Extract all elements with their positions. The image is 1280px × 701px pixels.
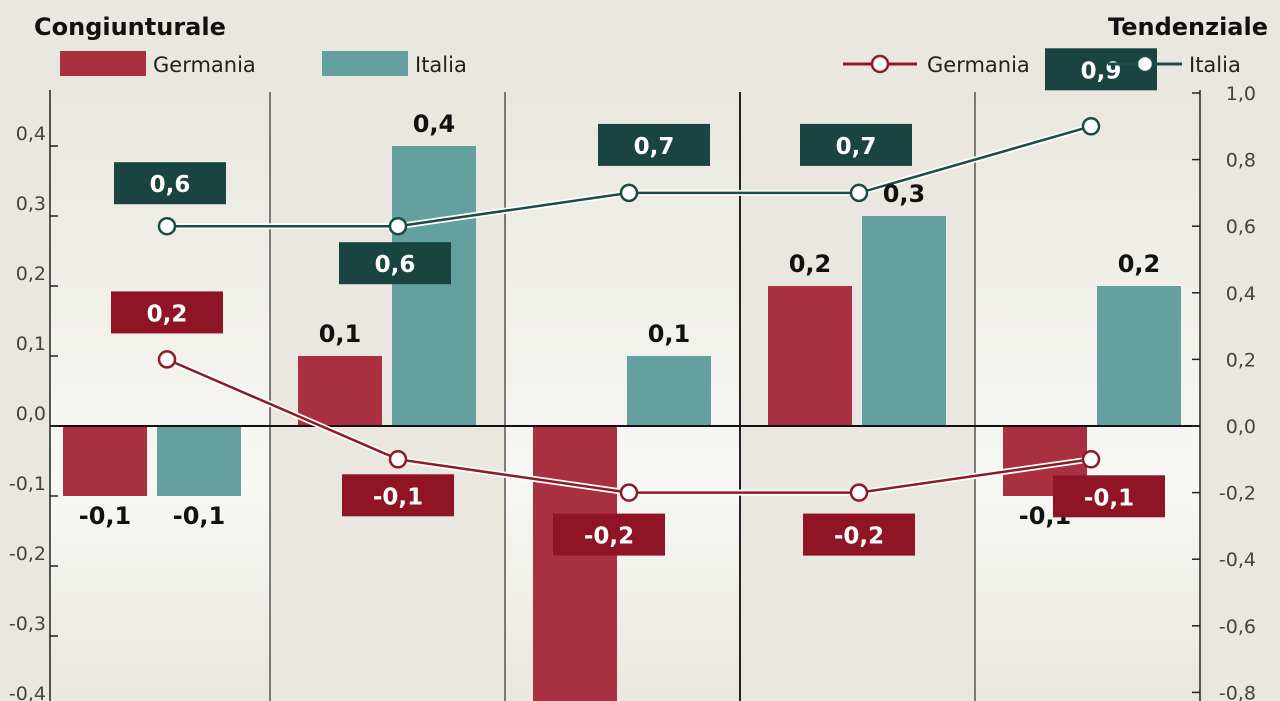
line-value-box xyxy=(553,513,665,556)
bar-italia xyxy=(157,426,241,496)
legend-germania-line-marker xyxy=(870,54,890,74)
line-marker-italia xyxy=(849,183,869,203)
legend-germania-line-label: Germania xyxy=(927,53,1030,77)
bar-italia xyxy=(392,146,476,426)
line-marker-italia xyxy=(388,216,408,236)
line-marker-italia xyxy=(619,183,639,203)
line-value-label: -0,2 xyxy=(834,524,884,550)
right-axis-title: Tendenziale xyxy=(1108,13,1268,41)
line-value-box xyxy=(339,242,451,285)
line-value-label: 0,9 xyxy=(1081,58,1122,84)
bar-germania xyxy=(533,426,617,701)
left-tick-label: -0,4 xyxy=(9,683,46,701)
left-tick-label: 0,2 xyxy=(16,263,46,285)
line-value-label: 0,6 xyxy=(375,252,416,278)
right-tick-label: -0,4 xyxy=(1219,549,1256,571)
bar-italia xyxy=(627,356,711,426)
bars xyxy=(63,146,1181,701)
bar-germania xyxy=(63,426,147,496)
bar-value-label: -0,1 xyxy=(173,502,225,530)
line-marker-germania xyxy=(388,450,408,469)
line-value-label: 0,2 xyxy=(147,301,188,327)
left-tick-label: 0,1 xyxy=(16,333,46,355)
line-marker-germania xyxy=(157,350,177,369)
bar-value-label: 0,4 xyxy=(413,110,456,138)
line-value-box xyxy=(803,513,915,556)
line-value-label: -0,1 xyxy=(1084,485,1134,511)
line-value-label: 0,6 xyxy=(150,172,191,198)
line-value-box xyxy=(1053,475,1165,518)
right-tick-label: 0,8 xyxy=(1226,150,1256,172)
line-value-label: 0,7 xyxy=(634,134,675,160)
line-marker-italia xyxy=(1081,117,1101,136)
bar-italia xyxy=(1097,286,1181,426)
line-marker-germania xyxy=(1081,450,1101,469)
line-value-label: 0,7 xyxy=(836,134,877,160)
bar-germania xyxy=(768,286,852,426)
left-tick-label: 0,0 xyxy=(16,403,46,425)
right-tick-label: 1,0 xyxy=(1226,83,1256,105)
line-marker-germania xyxy=(849,483,869,502)
bar-value-label: 0,1 xyxy=(648,320,691,348)
legend-italia-bar-swatch xyxy=(322,51,408,76)
left-tick-label: -0,1 xyxy=(9,473,46,495)
line-value-box xyxy=(342,474,454,517)
line-value-box xyxy=(800,123,912,166)
legend-italia-line-label: Italia xyxy=(1189,53,1241,77)
line-marker-germania xyxy=(619,483,639,502)
line-value-label: -0,1 xyxy=(373,484,423,510)
lines xyxy=(157,117,1101,502)
left-tick-label: -0,2 xyxy=(9,543,46,565)
line-value-label: -0,2 xyxy=(584,524,634,550)
left-axis-title: Congiunturale xyxy=(34,13,226,41)
left-tick-label: 0,4 xyxy=(16,123,46,145)
axes: 0,4 0,3 0,2 0,1 0,0 -0,1 -0,2 -0,3 -0,4 1,0 0,8 0,6… xyxy=(9,83,1256,701)
right-tick-label: -0,6 xyxy=(1219,616,1256,638)
bar-germania xyxy=(298,356,382,426)
bar-value-label: -0,1 xyxy=(79,502,131,530)
line-value-box xyxy=(598,123,710,166)
bar-value-label: 0,1 xyxy=(319,320,362,348)
legend-germania-bar-label: Germania xyxy=(153,53,256,77)
right-tick-label: 0,2 xyxy=(1226,349,1256,371)
legend-italia-bar-label: Italia xyxy=(415,53,467,77)
legend-germania-bar-swatch xyxy=(60,51,146,76)
bar-italia xyxy=(862,216,946,426)
right-tick-label: -0,8 xyxy=(1219,682,1256,701)
right-tick-label: -0,2 xyxy=(1219,483,1256,505)
legend-italia-line-marker xyxy=(1135,54,1155,74)
left-tick-label: 0,3 xyxy=(16,193,46,215)
left-tick-label: -0,3 xyxy=(9,613,46,635)
line-marker-italia xyxy=(157,216,177,236)
right-tick-label: 0,0 xyxy=(1226,416,1256,438)
data-labels: -0,1 0,1 0,2 -0,1 -0,1 0,4 0,1 0,3 0,2 0,2 -0,1 -0,… xyxy=(79,48,1165,556)
right-tick-label: 0,4 xyxy=(1226,283,1256,305)
legend: Germania Italia Germania Italia xyxy=(60,51,1241,77)
right-tick-label: 0,6 xyxy=(1226,216,1256,238)
line-value-box xyxy=(111,291,223,334)
line-value-box xyxy=(114,162,226,205)
bar-value-label: 0,2 xyxy=(1118,250,1161,278)
bar-value-label: 0,2 xyxy=(789,250,832,278)
bar-value-label: 0,3 xyxy=(883,180,926,208)
